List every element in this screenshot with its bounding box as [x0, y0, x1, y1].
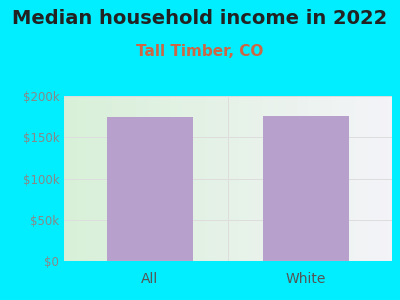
Text: All: All: [141, 272, 158, 286]
Bar: [107, 117, 193, 261]
Text: Tall Timber, CO: Tall Timber, CO: [136, 44, 264, 59]
Bar: [263, 116, 349, 261]
Text: White: White: [286, 272, 326, 286]
Text: Median household income in 2022: Median household income in 2022: [12, 8, 388, 28]
